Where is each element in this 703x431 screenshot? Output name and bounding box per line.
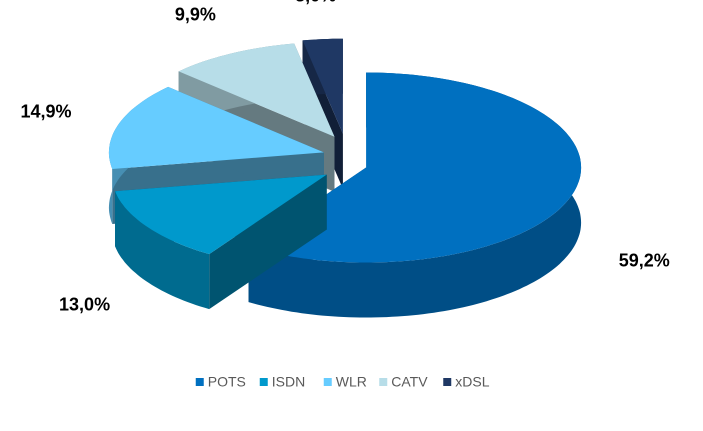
legend-label: xDSL [455,374,489,390]
data-label: 59,2% [619,251,670,271]
legend-label: POTS [208,374,246,390]
legend-swatch [259,378,268,386]
legend-swatch [195,378,204,386]
data-label: 9,9% [175,5,216,25]
legend-label: WLR [336,374,367,390]
slice-top [178,43,335,137]
slice-top [108,86,324,169]
slice-top [248,72,582,263]
legend-label: ISDN [272,374,305,390]
slice-top [302,38,343,134]
data-label: 14,9% [20,101,71,121]
slice-top [115,174,327,255]
slice-side [115,191,210,310]
data-label: 3,0% [295,0,336,5]
legend-label: CATV [391,374,428,390]
legend-swatch [379,378,388,386]
legend-swatch [323,378,332,386]
data-label: 13,0% [59,294,110,314]
slice [115,174,327,310]
legend-swatch [443,378,452,386]
